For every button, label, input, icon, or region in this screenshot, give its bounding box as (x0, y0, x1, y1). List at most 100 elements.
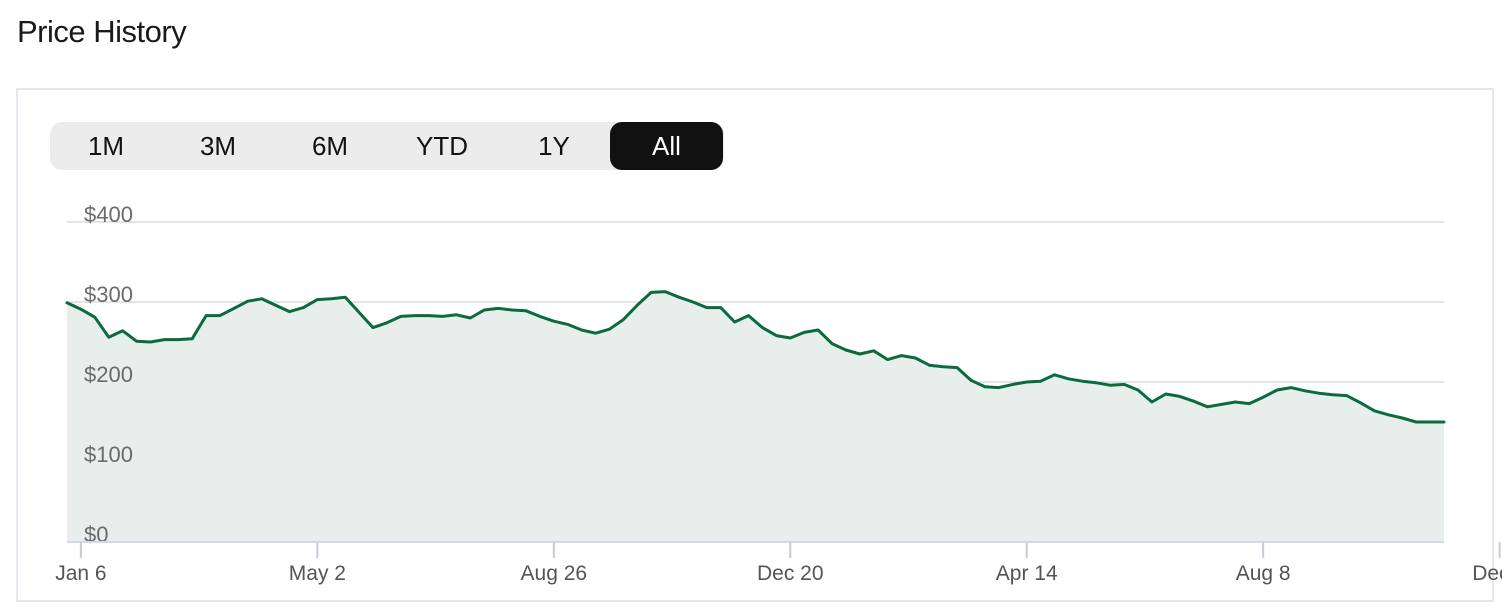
data-point (93, 315, 97, 319)
data-point (538, 314, 542, 318)
data-point (635, 303, 639, 307)
data-point (816, 328, 820, 332)
data-point (594, 331, 598, 335)
data-point (1066, 377, 1070, 381)
y-tick-label: $300 (84, 282, 133, 307)
data-point (232, 306, 236, 310)
data-point (218, 314, 222, 318)
x-tick-label: May 2 (289, 562, 346, 585)
y-axis-labels: $0 $100 $200 $300 $400 (84, 202, 133, 547)
data-point (1275, 388, 1279, 392)
x-tick-label: Dec 20 (757, 562, 824, 585)
data-point (357, 310, 361, 314)
data-point (79, 307, 83, 311)
data-point (482, 308, 486, 312)
data-point (830, 342, 834, 346)
x-axis-ticks: Jan 6 May 2 Aug 26 Dec 20 Apr 14 Aug 8 Dec 2 (55, 542, 1502, 585)
page-title: Price History (17, 14, 187, 49)
data-point (607, 327, 611, 331)
data-point (983, 385, 987, 389)
data-point (691, 300, 695, 304)
data-point (301, 306, 305, 310)
data-point (510, 308, 514, 312)
data-point (1289, 386, 1293, 390)
data-point (1359, 401, 1363, 405)
data-point (621, 318, 625, 322)
data-point (1053, 373, 1057, 377)
data-point (65, 301, 69, 305)
data-point (1400, 416, 1404, 420)
data-point (496, 306, 500, 310)
data-point (649, 290, 653, 294)
data-point (162, 338, 166, 342)
data-point (1122, 382, 1126, 386)
y-tick-label: $100 (84, 442, 133, 467)
range-tab-6m[interactable]: 6M (311, 131, 349, 161)
data-point (1136, 388, 1140, 392)
data-point (1178, 394, 1182, 398)
data-point (1150, 400, 1154, 404)
data-point (121, 329, 125, 333)
data-point (705, 306, 709, 310)
data-point (913, 356, 917, 360)
data-point (900, 354, 904, 358)
data-point (719, 306, 723, 310)
data-point (733, 320, 737, 324)
data-point (1414, 420, 1418, 424)
data-point (997, 386, 1001, 390)
range-tab-3m[interactable]: 3M (199, 131, 237, 161)
data-point (399, 314, 403, 318)
x-tick-label: Aug 26 (521, 562, 588, 585)
data-point (1247, 402, 1251, 406)
data-point (774, 334, 778, 338)
data-point (190, 337, 194, 341)
data-point (1164, 392, 1168, 396)
data-point (1080, 379, 1084, 383)
data-point (1317, 391, 1321, 395)
range-tab-ytd[interactable]: YTD (416, 131, 468, 161)
data-point (1039, 379, 1043, 383)
data-point (246, 299, 250, 303)
range-tab-all[interactable]: All (610, 122, 723, 170)
data-point (1192, 399, 1196, 403)
data-point (566, 322, 570, 326)
data-point (760, 326, 764, 330)
data-point (1094, 381, 1098, 385)
data-point (371, 326, 375, 330)
x-tick-label: Aug 8 (1236, 562, 1291, 585)
data-point (343, 295, 347, 299)
data-point (524, 309, 528, 313)
data-point (1261, 395, 1265, 399)
range-tab-1m[interactable]: 1M (87, 131, 125, 161)
data-point (1331, 393, 1335, 397)
data-point (1025, 380, 1029, 384)
price-line (65, 290, 1446, 424)
data-point (135, 339, 139, 343)
data-point (454, 313, 458, 317)
data-point (427, 314, 431, 318)
data-point (1372, 409, 1376, 413)
data-point (413, 314, 417, 318)
data-point (844, 348, 848, 352)
data-point (441, 314, 445, 318)
y-tick-label: $0 (84, 522, 108, 547)
data-point (260, 297, 264, 301)
data-point (969, 378, 973, 382)
range-selector: 1M 3M 6M YTD 1Y All (50, 122, 724, 170)
data-point (1303, 389, 1307, 393)
data-point (663, 290, 667, 294)
price-area (67, 291, 1444, 542)
data-point (468, 316, 472, 320)
data-point (747, 314, 751, 318)
data-point (788, 336, 792, 340)
range-tab-1y[interactable]: 1Y (538, 131, 570, 161)
data-point (288, 310, 292, 314)
x-tick-label: Apr 14 (996, 562, 1058, 585)
data-point (941, 365, 945, 369)
data-point (1219, 402, 1223, 406)
data-point (329, 297, 333, 301)
x-tick-label: Jan 6 (55, 562, 106, 585)
data-point (1386, 413, 1390, 417)
data-point (580, 328, 584, 332)
